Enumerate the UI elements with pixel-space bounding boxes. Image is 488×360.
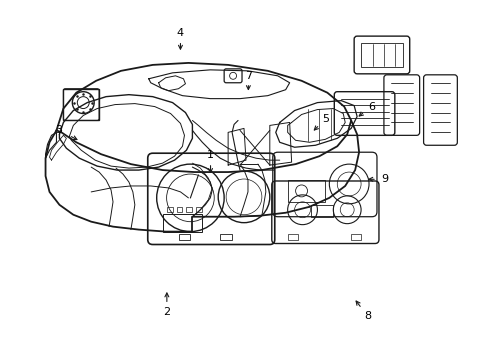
Bar (186, 207, 192, 212)
Bar (311, 205, 333, 217)
Text: 2: 2 (163, 307, 170, 317)
Bar (178, 234, 190, 239)
Text: 5: 5 (322, 114, 329, 124)
Bar (166, 207, 172, 212)
Bar (287, 234, 297, 239)
Text: 9: 9 (381, 174, 388, 184)
Bar (287, 180, 325, 202)
Bar (350, 234, 360, 239)
Text: 8: 8 (364, 311, 371, 321)
Text: 6: 6 (367, 102, 374, 112)
Bar (196, 207, 202, 212)
Text: 1: 1 (206, 150, 214, 160)
Bar (176, 207, 182, 212)
Bar (220, 234, 232, 239)
Text: 4: 4 (177, 28, 183, 38)
Text: 3: 3 (56, 125, 62, 135)
Bar (360, 43, 402, 67)
Bar (163, 214, 202, 231)
Bar (63, 89, 99, 121)
Text: 7: 7 (244, 71, 251, 81)
